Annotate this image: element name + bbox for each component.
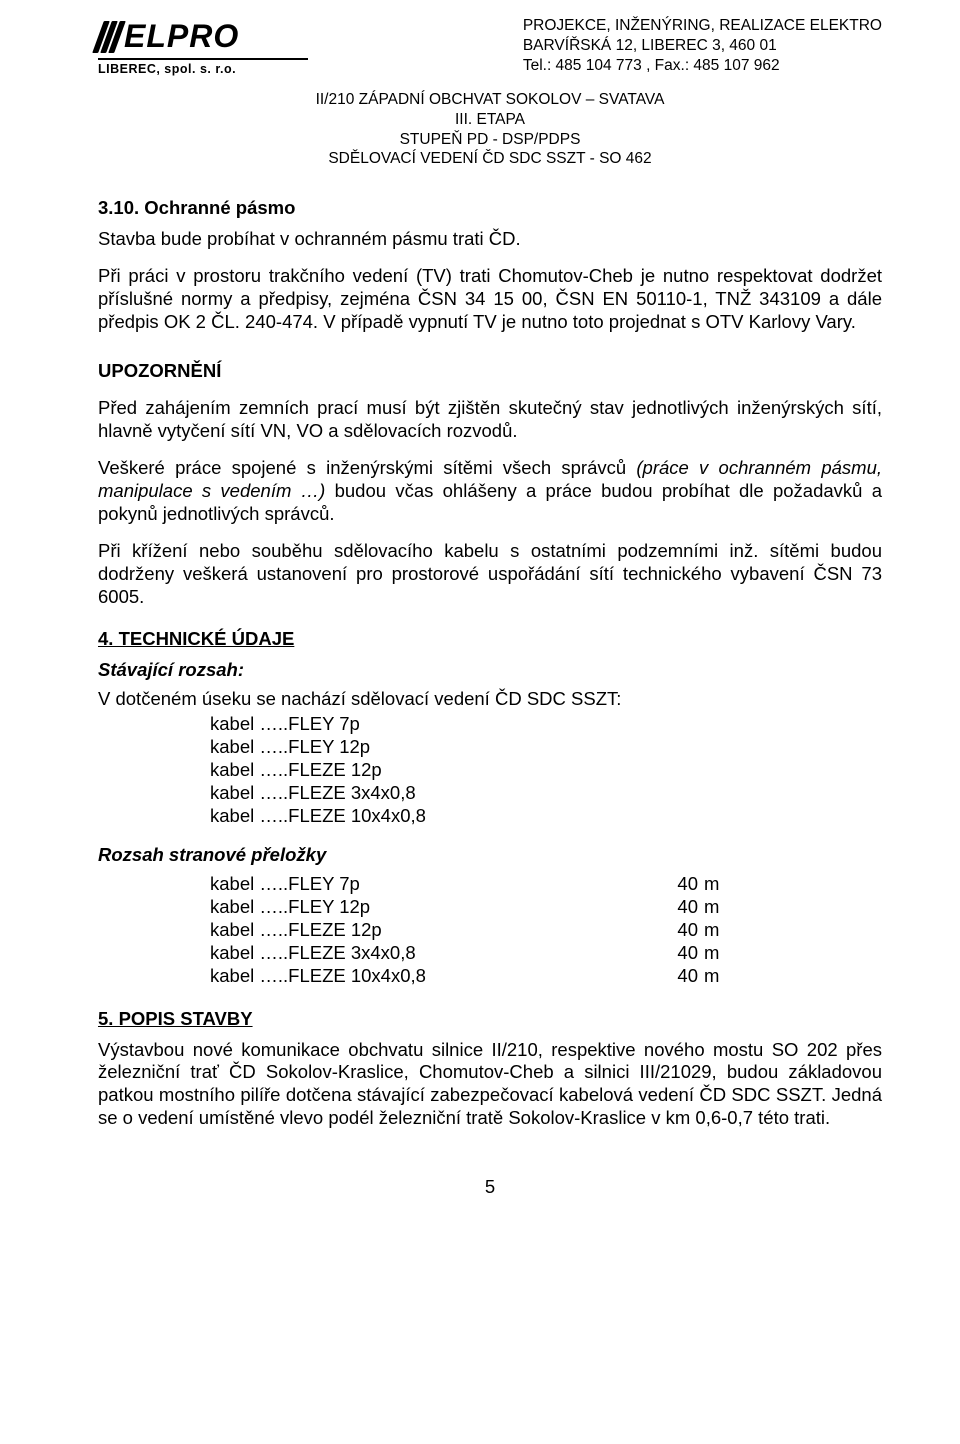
table-row: kabel …..FLEY 12p 40 m xyxy=(210,896,882,919)
document-page: ELPRO LIBEREC, spol. s. r.o. PROJEKCE, I… xyxy=(0,0,960,1444)
notice-heading: UPOZORNĚNÍ xyxy=(98,360,882,383)
contact-line: Tel.: 485 104 773 , Fax.: 485 107 962 xyxy=(523,56,882,76)
list-item: kabel …..FLEY 7p xyxy=(210,713,882,736)
list-item: kabel …..FLEY 12p xyxy=(210,736,882,759)
table-cell-val: 40 xyxy=(638,873,698,896)
section-4-title: 4. TECHNICKÉ ÚDAJE xyxy=(98,628,882,651)
table-cell-key: kabel …..FLEZE 3x4x0,8 xyxy=(210,942,638,965)
document-body: 3.10. Ochranné pásmo Stavba bude probíha… xyxy=(98,197,882,1199)
section-3-10-p2: Při práci v prostoru trakčního vedení (T… xyxy=(98,265,882,334)
section-5-p1: Výstavbou nové komunikace obchvatu silni… xyxy=(98,1039,882,1131)
logo-mark: ELPRO xyxy=(98,18,308,55)
company-logo: ELPRO LIBEREC, spol. s. r.o. xyxy=(98,18,308,76)
logo-slashes-icon xyxy=(98,21,120,53)
logo-wordmark: ELPRO xyxy=(124,18,239,55)
project-line: SDĚLOVACÍ VEDENÍ ČD SDC SSZT - SO 462 xyxy=(98,149,882,169)
section-5-title: 5. POPIS STAVBY xyxy=(98,1008,882,1031)
table-cell-key: kabel …..FLEZE 10x4x0,8 xyxy=(210,965,638,988)
table-cell-val: 40 xyxy=(638,942,698,965)
page-header: ELPRO LIBEREC, spol. s. r.o. PROJEKCE, I… xyxy=(98,18,882,76)
table-row: kabel …..FLEZE 3x4x0,8 40 m xyxy=(210,942,882,965)
list-item: kabel …..FLEZE 12p xyxy=(210,759,882,782)
table-cell-val: 40 xyxy=(638,919,698,942)
table-row: kabel …..FLEZE 10x4x0,8 40 m xyxy=(210,965,882,988)
logo-subtitle: LIBEREC, spol. s. r.o. xyxy=(98,62,308,76)
notice-p3: Při křížení nebo souběhu sdělovacího kab… xyxy=(98,540,882,609)
project-title-block: II/210 ZÁPADNÍ OBCHVAT SOKOLOV – SVATAVA… xyxy=(98,90,882,169)
table-cell-val: 40 xyxy=(638,965,698,988)
table-cell-unit: m xyxy=(698,896,732,919)
page-number: 5 xyxy=(98,1176,882,1199)
project-line: II/210 ZÁPADNÍ OBCHVAT SOKOLOV – SVATAVA xyxy=(98,90,882,110)
company-contact: PROJEKCE, INŽENÝRING, REALIZACE ELEKTRO … xyxy=(523,16,882,75)
list-item: kabel …..FLEZE 3x4x0,8 xyxy=(210,782,882,805)
contact-line: BARVÍŘSKÁ 12, LIBEREC 3, 460 01 xyxy=(523,36,882,56)
notice-p1: Před zahájením zemních prací musí být zj… xyxy=(98,397,882,443)
list-item: kabel …..FLEZE 10x4x0,8 xyxy=(210,805,882,828)
table-row: kabel …..FLEY 7p 40 m xyxy=(210,873,882,896)
table-cell-key: kabel …..FLEZE 12p xyxy=(210,919,638,942)
relocation-table: kabel …..FLEY 7p 40 m kabel …..FLEY 12p … xyxy=(210,873,882,988)
contact-line: PROJEKCE, INŽENÝRING, REALIZACE ELEKTRO xyxy=(523,16,882,36)
table-cell-unit: m xyxy=(698,873,732,896)
project-line: STUPEŇ PD - DSP/PDPS xyxy=(98,130,882,150)
table-cell-key: kabel …..FLEY 12p xyxy=(210,896,638,919)
notice-p2: Veškeré práce spojené s inženýrskými sít… xyxy=(98,457,882,526)
section-3-10-p1: Stavba bude probíhat v ochranném pásmu t… xyxy=(98,228,882,251)
section-4-intro: V dotčeném úseku se nachází sdělovací ve… xyxy=(98,688,882,711)
logo-divider xyxy=(98,58,308,60)
section-3-10-title: 3.10. Ochranné pásmo xyxy=(98,197,882,220)
section-4-sub1: Stávající rozsah: xyxy=(98,659,882,682)
project-line: III. ETAPA xyxy=(98,110,882,130)
existing-cable-list: kabel …..FLEY 7p kabel …..FLEY 12p kabel… xyxy=(210,713,882,828)
table-row: kabel …..FLEZE 12p 40 m xyxy=(210,919,882,942)
table-cell-unit: m xyxy=(698,942,732,965)
table-cell-unit: m xyxy=(698,965,732,988)
table-cell-key: kabel …..FLEY 7p xyxy=(210,873,638,896)
notice-p2-a: Veškeré práce spojené s inženýrskými sít… xyxy=(98,457,636,478)
table-cell-unit: m xyxy=(698,919,732,942)
section-4-sub2: Rozsah stranové přeložky xyxy=(98,844,882,867)
table-cell-val: 40 xyxy=(638,896,698,919)
